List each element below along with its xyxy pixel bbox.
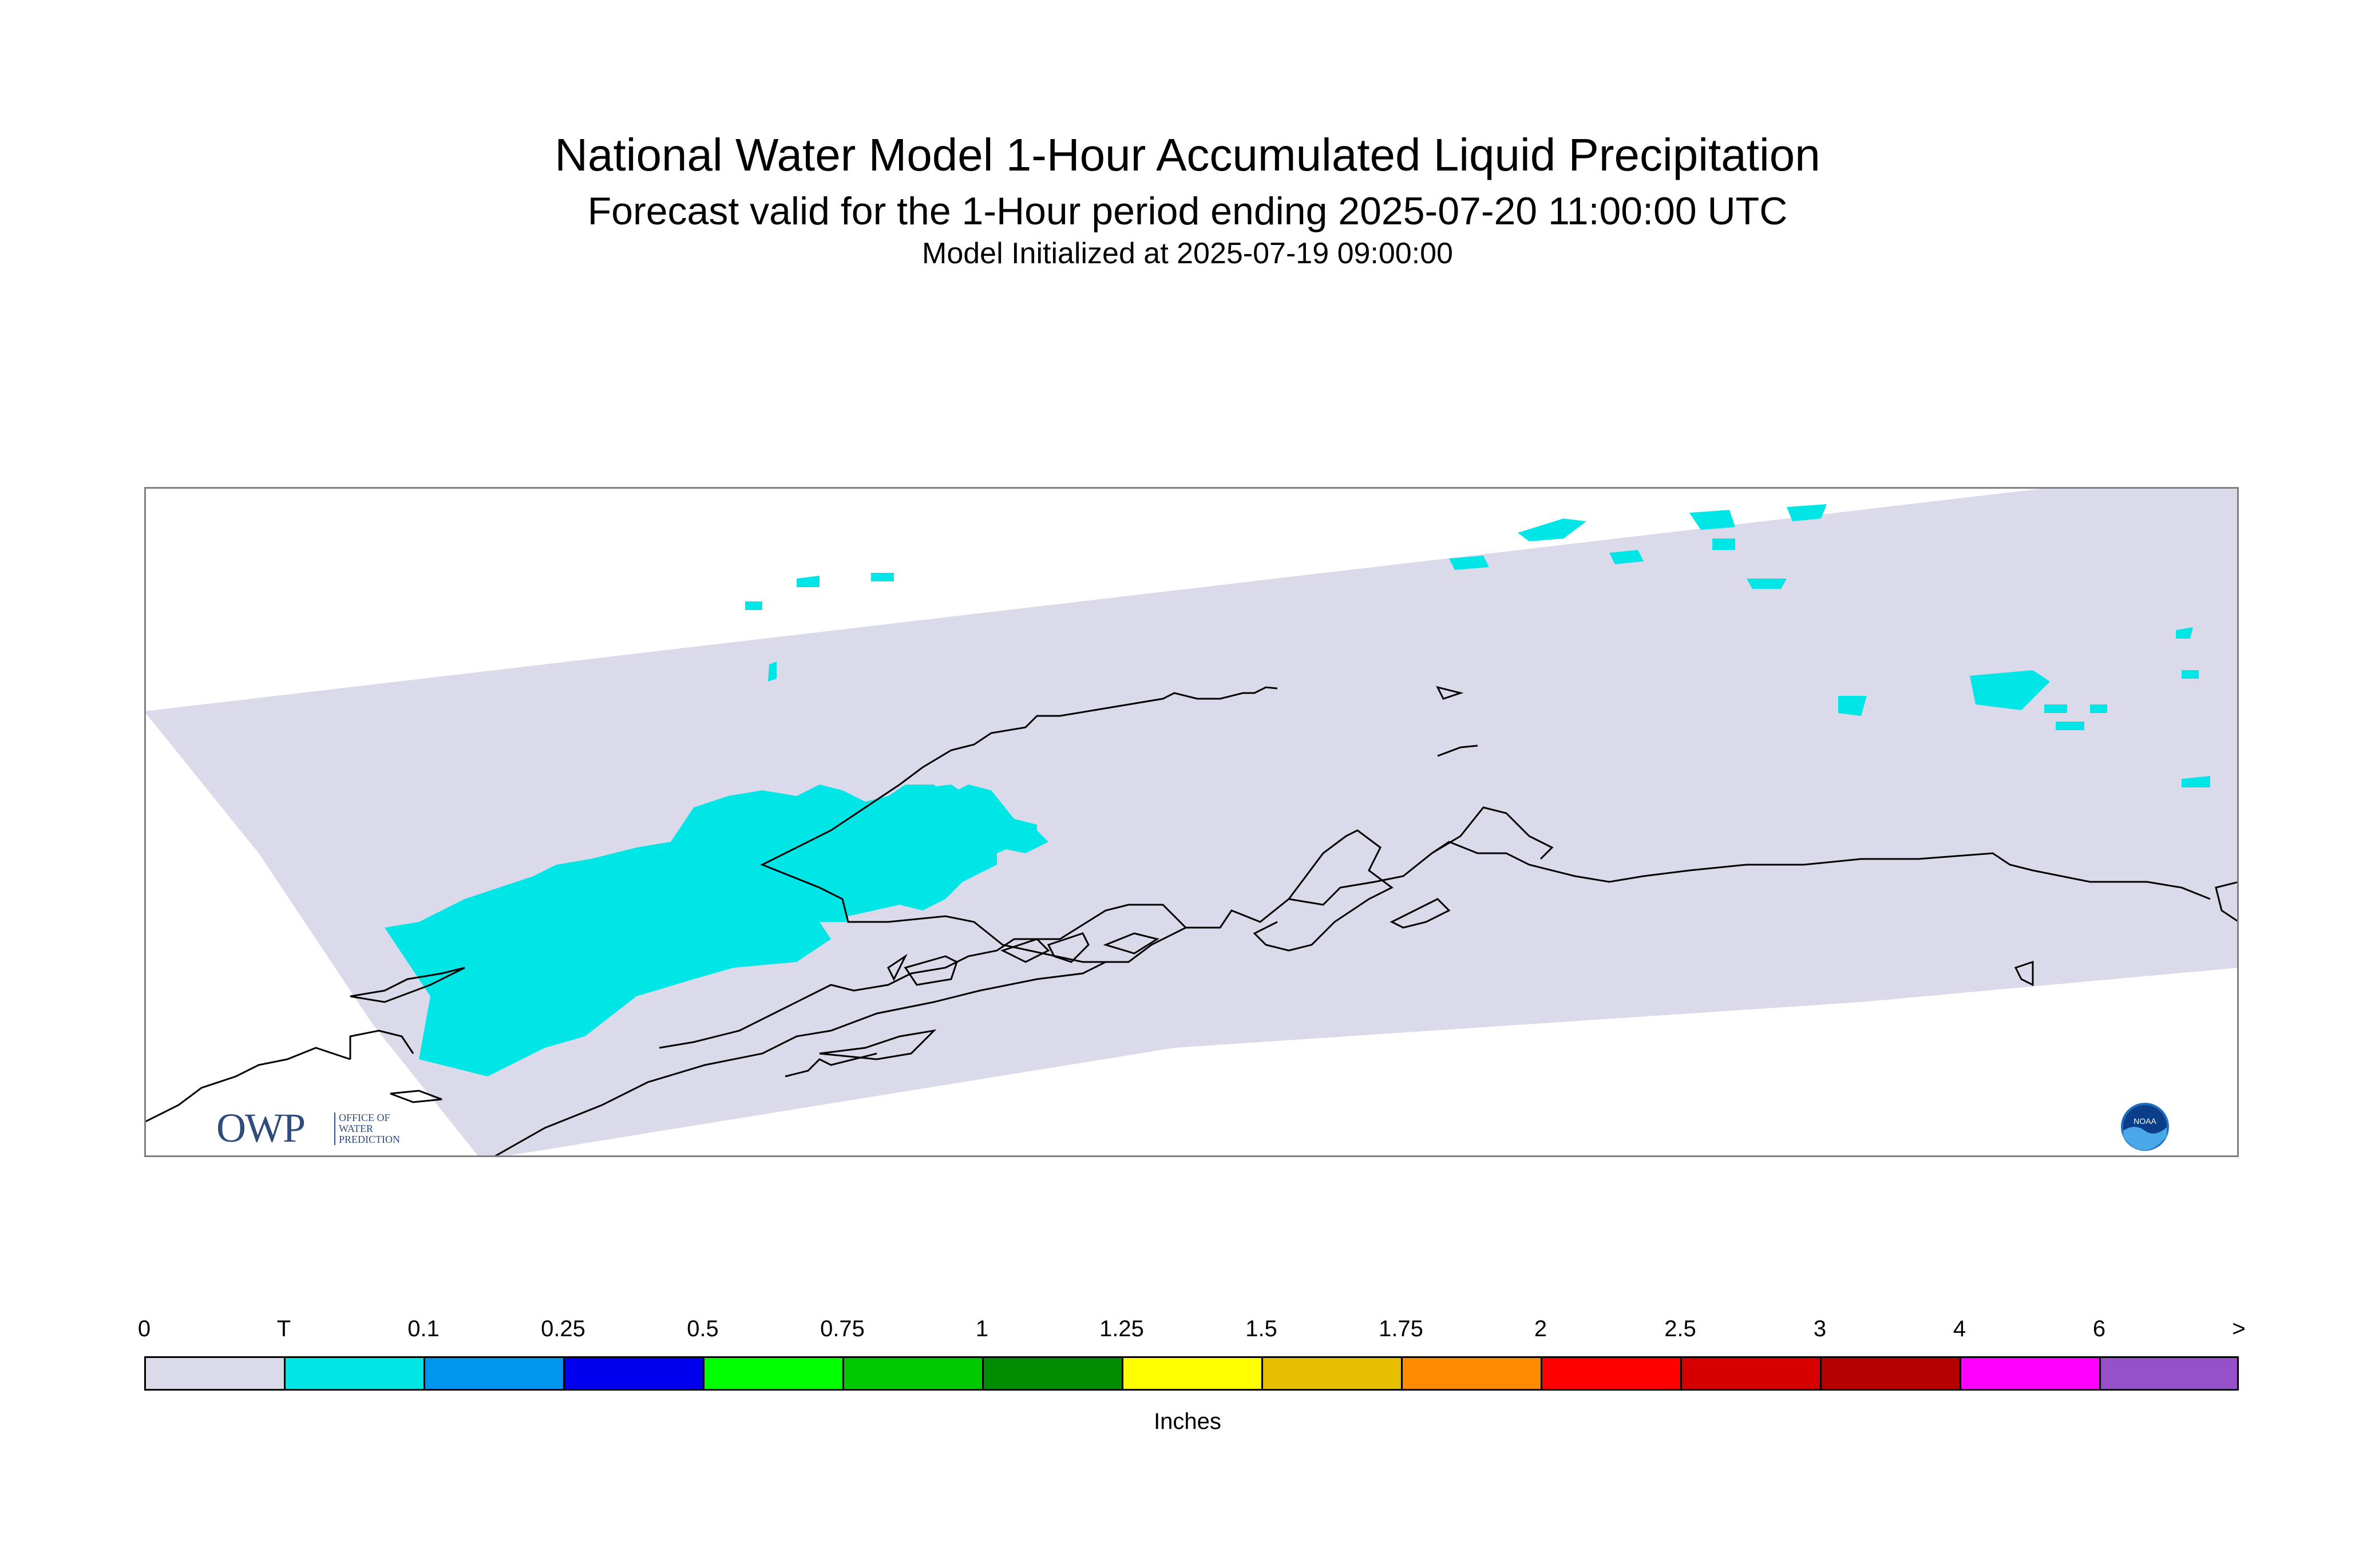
precip-area-ne-5	[1787, 504, 1827, 521]
legend-label-3: 0.25	[541, 1316, 585, 1341]
precip-area-n-3	[745, 601, 762, 610]
legend-swatch-11	[1680, 1356, 1820, 1391]
owp-subtext-line-1: OFFICE OF	[339, 1112, 390, 1123]
precip-area-main	[385, 785, 1037, 1076]
legend-swatch-2	[423, 1356, 563, 1391]
owp-logo-icon: OWP OFFICE OF WATER PREDICTION	[216, 1105, 434, 1151]
coastline-far-w	[349, 1030, 414, 1059]
legend-label-0: 0	[137, 1316, 151, 1341]
coastline-west	[760, 686, 1278, 963]
coastline-sw	[144, 1047, 351, 1123]
noaa-logo-text: NOAA	[2133, 1116, 2156, 1126]
legend-label-10: 2	[1534, 1316, 1547, 1341]
legend-swatch-0	[144, 1356, 284, 1391]
legend-label-9: 1.75	[1379, 1316, 1423, 1341]
legend-label-13: 4	[1953, 1316, 1966, 1341]
legend-label-12: 3	[1813, 1316, 1827, 1341]
legend-swatch-4	[703, 1356, 842, 1391]
legend-label-11: 2.5	[1664, 1316, 1696, 1341]
precip-area-n-2	[871, 573, 894, 581]
legend-label-6: 1	[975, 1316, 989, 1341]
owp-subtext-line-3: PREDICTION	[339, 1134, 400, 1145]
legend-label-15: >	[2232, 1316, 2246, 1341]
legend-swatch-8	[1261, 1356, 1401, 1391]
map-canvas	[144, 487, 2239, 1157]
legend-label-5: 0.75	[820, 1316, 865, 1341]
legend-colorbar	[144, 1356, 2239, 1391]
precip-area-ne-11	[2182, 776, 2210, 787]
precip-area-n-4	[768, 662, 777, 682]
precip-area-ne-9	[1838, 696, 1867, 716]
precip-area-ne-4	[1689, 510, 1735, 530]
coastline-island-3	[1103, 932, 1159, 955]
coastline-east-3	[1390, 898, 1451, 929]
precip-areas	[385, 504, 2210, 1076]
noaa-logo-icon: NOAA	[2120, 1102, 2170, 1151]
legend-swatch-14	[2099, 1356, 2239, 1391]
coastline-island-1	[904, 955, 958, 986]
precip-area-ne-7	[1747, 579, 1787, 589]
legend-units-label: Inches	[1154, 1409, 1221, 1434]
owp-logo-text: OWP	[216, 1105, 306, 1151]
coastline-island-2	[1000, 938, 1050, 963]
coastline-island-east-2	[2215, 881, 2239, 923]
owp-logo-subtext: OFFICE OF WATER PREDICTION	[334, 1112, 400, 1145]
map-frame	[144, 487, 2239, 1157]
coastline-peninsula	[659, 904, 1220, 1049]
coastline-peninsula-sw	[785, 1052, 877, 1078]
coastline-lake-north	[1436, 686, 1464, 700]
legend-swatch-12	[1820, 1356, 1960, 1391]
legend-swatch-6	[982, 1356, 1122, 1391]
coastline-east-inlet	[1253, 829, 1394, 952]
legend-label-1: T	[276, 1316, 291, 1341]
coastline-mainland	[493, 841, 2211, 1157]
legend-label-14: 6	[2092, 1316, 2106, 1341]
precip-area-east-1	[900, 785, 968, 807]
model-domain	[144, 487, 2239, 1157]
precip-area-ne-15	[2182, 670, 2199, 679]
precip-area-ne-6	[1712, 538, 1735, 550]
map-subtitle-init-time: Model Initialized at 2025-07-19 09:00:00	[922, 237, 1453, 270]
precip-area-ne-14	[2056, 722, 2084, 730]
map-subtitle-valid-time: Forecast valid for the 1-Hour period end…	[587, 189, 1788, 233]
precip-area-ne-13	[2090, 704, 2107, 713]
precip-area-east-2	[991, 830, 1048, 853]
coastline-sw-isl	[390, 1090, 442, 1103]
legend-swatch-1	[284, 1356, 423, 1391]
precip-area-n-1	[797, 576, 820, 587]
legend-label-8: 1.5	[1245, 1316, 1277, 1341]
coastline-bay	[1047, 932, 1090, 963]
legend-label-4: 0.5	[687, 1316, 719, 1341]
precip-area-ne-1	[1518, 518, 1586, 541]
map-title: National Water Model 1-Hour Accumulated …	[555, 129, 1820, 180]
coastline-w-isl	[350, 967, 465, 1003]
legend-swatch-10	[1541, 1356, 1680, 1391]
precipitation-map	[144, 487, 2239, 1157]
legend-label-7: 1.25	[1099, 1316, 1144, 1341]
legend-swatch-5	[842, 1356, 982, 1391]
coastline-east-2	[1431, 806, 1554, 860]
coastline-lake	[887, 953, 908, 981]
coastlines	[144, 686, 2239, 1157]
coastline-lake-north-2	[1437, 745, 1478, 757]
precip-area-ne-8	[1970, 670, 2050, 710]
legend-swatch-9	[1401, 1356, 1541, 1391]
noaa-logo-graphic: NOAA	[2121, 1103, 2169, 1151]
precip-area-ne-2	[1609, 550, 1644, 564]
coastline-island-east	[2014, 960, 2034, 987]
precip-area-ne-3	[1449, 556, 1489, 570]
precip-area-ne-12	[2044, 704, 2067, 713]
legend-swatch-7	[1122, 1356, 1261, 1391]
legend-swatch-3	[563, 1356, 703, 1391]
owp-subtext-line-2: WATER	[339, 1123, 373, 1134]
legend-label-2: 0.1	[407, 1316, 440, 1341]
coastline-islands-s	[819, 1029, 937, 1060]
precip-area-ne-10	[2176, 627, 2193, 639]
legend-swatch-13	[1960, 1356, 2099, 1391]
